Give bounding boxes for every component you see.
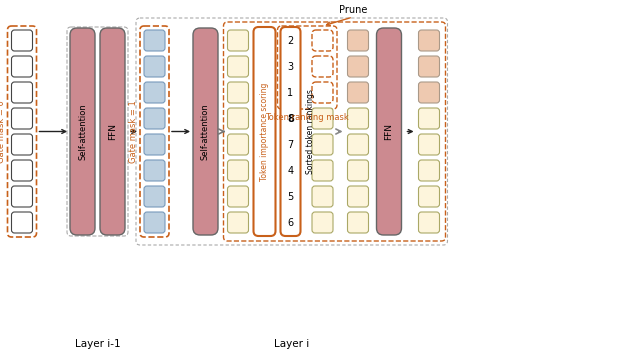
FancyBboxPatch shape (419, 30, 440, 51)
FancyBboxPatch shape (312, 186, 333, 207)
FancyBboxPatch shape (227, 30, 248, 51)
FancyBboxPatch shape (348, 56, 369, 77)
FancyBboxPatch shape (227, 160, 248, 181)
FancyBboxPatch shape (12, 30, 33, 51)
FancyBboxPatch shape (280, 27, 301, 236)
FancyBboxPatch shape (144, 134, 165, 155)
FancyBboxPatch shape (419, 134, 440, 155)
FancyBboxPatch shape (419, 56, 440, 77)
FancyBboxPatch shape (348, 30, 369, 51)
Text: 1: 1 (287, 88, 294, 98)
Text: Layer i-1: Layer i-1 (75, 339, 120, 349)
Text: FFN: FFN (108, 123, 117, 140)
FancyBboxPatch shape (144, 30, 165, 51)
Text: 8: 8 (287, 113, 294, 123)
FancyBboxPatch shape (144, 82, 165, 103)
Text: Gate mask = 0: Gate mask = 0 (0, 100, 6, 163)
FancyBboxPatch shape (12, 160, 33, 181)
Text: Self-attention: Self-attention (201, 103, 210, 160)
FancyBboxPatch shape (144, 186, 165, 207)
FancyBboxPatch shape (419, 82, 440, 103)
FancyBboxPatch shape (12, 82, 33, 103)
Text: 7: 7 (287, 140, 294, 149)
FancyBboxPatch shape (144, 212, 165, 233)
FancyBboxPatch shape (12, 212, 33, 233)
FancyBboxPatch shape (100, 28, 125, 235)
FancyBboxPatch shape (348, 82, 369, 103)
FancyBboxPatch shape (419, 212, 440, 233)
Text: Layer i: Layer i (274, 339, 309, 349)
FancyBboxPatch shape (348, 212, 369, 233)
Text: Token importance scoring: Token importance scoring (260, 82, 269, 181)
FancyBboxPatch shape (419, 160, 440, 181)
FancyBboxPatch shape (312, 160, 333, 181)
FancyBboxPatch shape (144, 108, 165, 129)
FancyBboxPatch shape (12, 134, 33, 155)
FancyBboxPatch shape (227, 186, 248, 207)
Text: Sorted token rankings: Sorted token rankings (306, 89, 315, 174)
FancyBboxPatch shape (312, 212, 333, 233)
Text: 5: 5 (287, 191, 294, 201)
FancyBboxPatch shape (144, 56, 165, 77)
FancyBboxPatch shape (144, 160, 165, 181)
FancyBboxPatch shape (227, 212, 248, 233)
Text: Gate mask = 1: Gate mask = 1 (129, 100, 138, 163)
FancyBboxPatch shape (253, 27, 275, 236)
FancyBboxPatch shape (348, 160, 369, 181)
FancyBboxPatch shape (419, 186, 440, 207)
Text: Self-attention: Self-attention (78, 103, 87, 160)
Text: 2: 2 (287, 36, 294, 46)
FancyBboxPatch shape (227, 134, 248, 155)
Text: 6: 6 (287, 218, 294, 228)
Text: FFN: FFN (385, 123, 394, 140)
Text: 3: 3 (287, 61, 294, 71)
FancyBboxPatch shape (193, 28, 218, 235)
FancyBboxPatch shape (227, 108, 248, 129)
FancyBboxPatch shape (12, 186, 33, 207)
FancyBboxPatch shape (227, 56, 248, 77)
FancyBboxPatch shape (227, 82, 248, 103)
FancyBboxPatch shape (12, 56, 33, 77)
FancyBboxPatch shape (312, 134, 333, 155)
FancyBboxPatch shape (70, 28, 95, 235)
Text: 4: 4 (287, 165, 294, 176)
FancyBboxPatch shape (348, 108, 369, 129)
FancyBboxPatch shape (348, 186, 369, 207)
FancyBboxPatch shape (348, 134, 369, 155)
FancyBboxPatch shape (419, 108, 440, 129)
FancyBboxPatch shape (312, 108, 333, 129)
FancyBboxPatch shape (12, 108, 33, 129)
FancyBboxPatch shape (376, 28, 401, 235)
Text: Token ranking mask: Token ranking mask (266, 112, 349, 121)
Text: Prune: Prune (339, 5, 367, 15)
